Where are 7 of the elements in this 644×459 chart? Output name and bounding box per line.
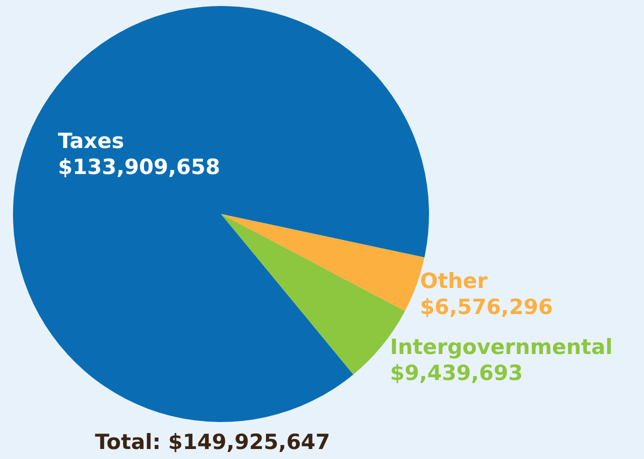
slice-label: Intergovernmental [390, 335, 613, 359]
data-label: $133,909,658 [58, 155, 220, 179]
text: Total: $149,925,647 [95, 430, 330, 454]
slice-label: Other [420, 269, 488, 293]
slice-label: Taxes [58, 129, 124, 153]
data-label: $9,439,693 [390, 361, 523, 385]
data-label: $6,576,296 [420, 295, 553, 319]
